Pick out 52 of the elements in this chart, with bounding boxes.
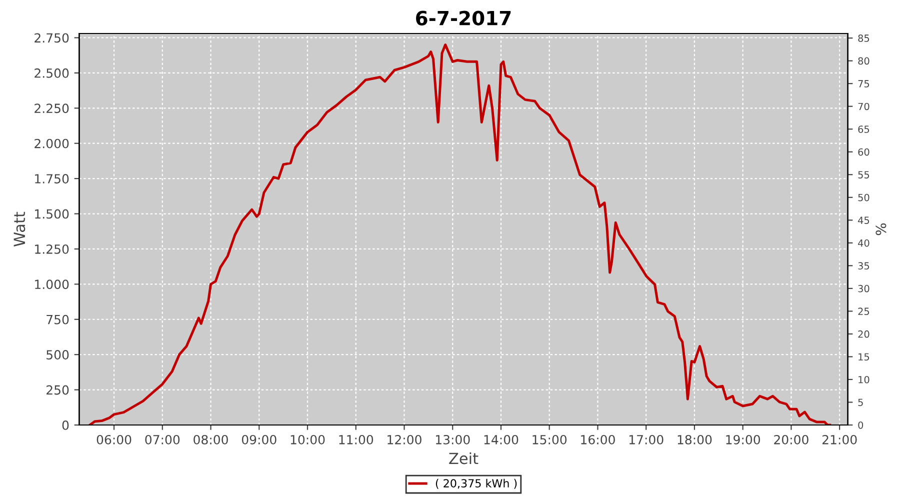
y-tick-label: 250 xyxy=(46,385,69,395)
y2-tick-label: 5 xyxy=(858,398,863,406)
y2-tick-label: 30 xyxy=(858,284,870,292)
y-tick-label: 1.750 xyxy=(35,174,69,184)
x-tick-label: 12:00 xyxy=(388,434,422,444)
y2-tick-label: 15 xyxy=(858,353,870,361)
y2-tick-label: 20 xyxy=(858,330,870,338)
x-axis-title: Zeit xyxy=(449,452,478,464)
y2-tick-label: 40 xyxy=(858,239,870,247)
y2-tick-label: 10 xyxy=(858,376,870,384)
y2-tick-label: 55 xyxy=(858,171,870,178)
y2-tick-label: 80 xyxy=(858,57,870,65)
x-tick-label: 18:00 xyxy=(678,434,712,444)
x-tick-label: 15:00 xyxy=(532,434,567,444)
legend-label: ( 20,375 kWh ) xyxy=(436,478,517,489)
x-tick-label: 10:00 xyxy=(290,434,325,444)
y-tick-label: 1.000 xyxy=(35,280,69,290)
y2-tick-label: 25 xyxy=(858,308,870,316)
y-tick-label: 2.750 xyxy=(34,33,69,43)
x-tick-label: 08:00 xyxy=(194,434,228,444)
x-tick-label: 11:00 xyxy=(339,434,374,444)
y2-tick-label: 65 xyxy=(858,126,870,133)
y-tick-label: 2.500 xyxy=(34,68,69,78)
y2-tick-label: 35 xyxy=(858,262,870,270)
y-tick-label: 500 xyxy=(46,350,69,360)
y2-tick-label: 45 xyxy=(858,216,870,224)
y-tick-label: 750 xyxy=(46,314,69,324)
x-tick-label: 13:00 xyxy=(436,434,470,444)
y2-tick-label: 0 xyxy=(858,421,864,429)
y-tick-label: 0 xyxy=(62,420,69,430)
y-tick-label: 2.250 xyxy=(34,104,69,114)
x-tick-label: 19:00 xyxy=(726,434,760,444)
x-tick-label: 09:00 xyxy=(242,434,276,444)
y-tick-label: 1.250 xyxy=(35,244,69,254)
y-tick-label: 2.000 xyxy=(34,138,69,148)
y2-tick-label: 70 xyxy=(858,102,870,110)
x-tick-label: 20:00 xyxy=(774,434,808,444)
x-tick-label: 17:00 xyxy=(629,434,664,444)
y2-tick-label: 75 xyxy=(858,80,870,88)
y2-tick-label: 85 xyxy=(858,34,870,42)
x-tick-label: 07:00 xyxy=(145,434,180,444)
line-series xyxy=(88,44,832,425)
x-tick-label: 21:00 xyxy=(822,434,857,444)
x-tick-label: 16:00 xyxy=(581,434,615,444)
y2-tick-label: 50 xyxy=(858,194,870,202)
x-tick-label: 14:00 xyxy=(484,434,518,444)
y-tick-label: 1.500 xyxy=(35,209,69,219)
y2-axis-title: % xyxy=(876,223,886,236)
y2-tick-label: 60 xyxy=(858,148,870,156)
y-axis-title: Watt xyxy=(14,212,26,246)
x-tick-label: 06:00 xyxy=(96,434,132,444)
chart-title: 6-7-2017 xyxy=(416,10,511,26)
